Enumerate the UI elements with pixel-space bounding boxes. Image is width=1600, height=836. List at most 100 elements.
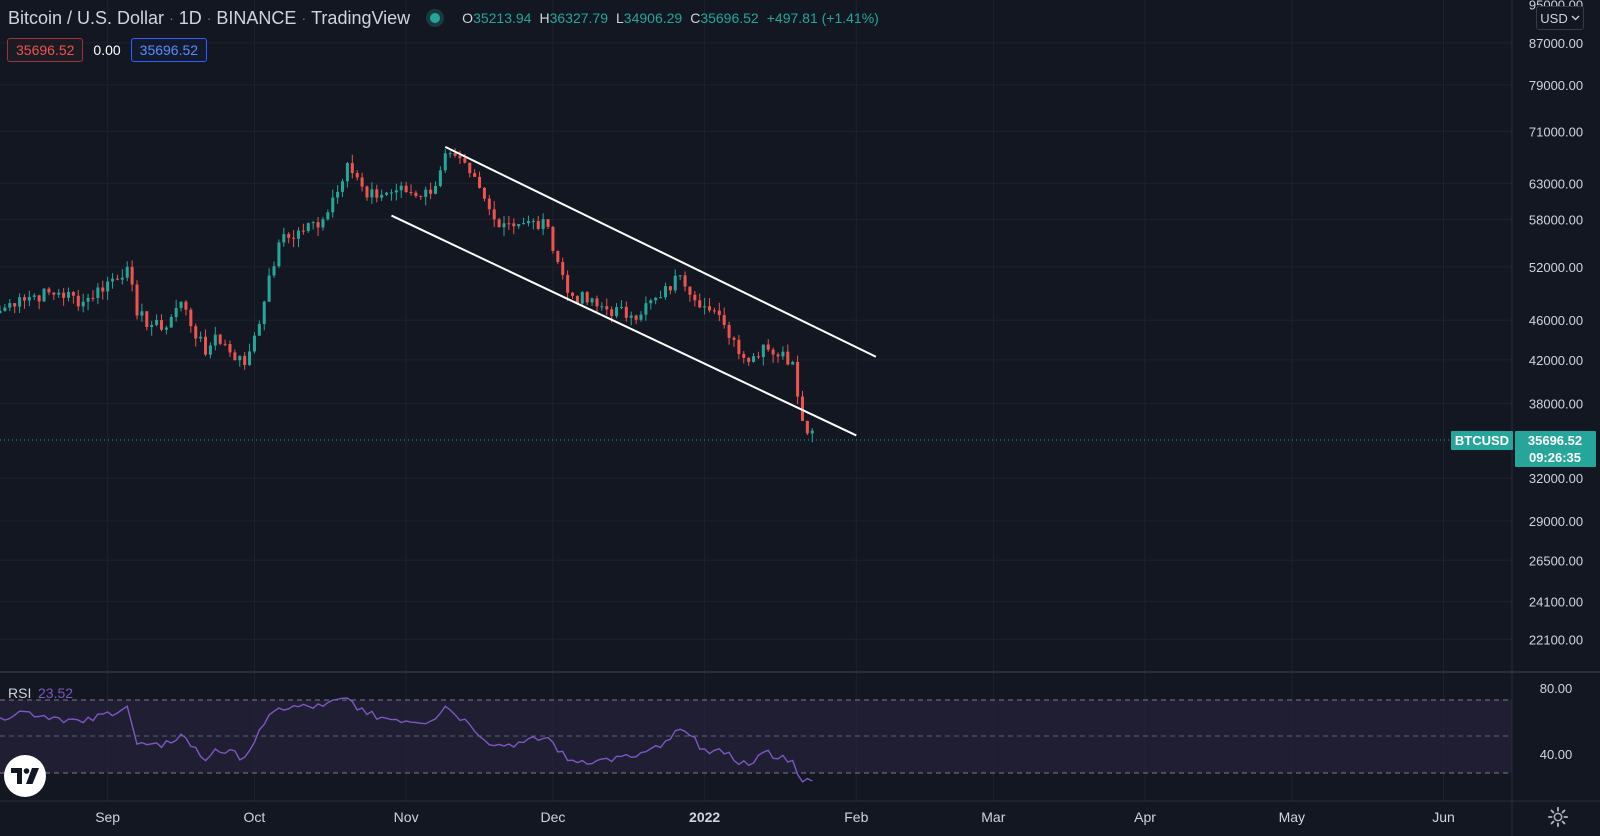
tradingview-logo-icon[interactable] (4, 755, 46, 797)
candle-body (605, 306, 609, 310)
candle-body (199, 336, 203, 339)
candle-body (805, 420, 809, 434)
candle-body (712, 310, 716, 312)
candle-body (0, 310, 2, 314)
candle-body (673, 275, 677, 291)
candle-body (8, 303, 12, 308)
price-axis-label: 63000.00 (1529, 176, 1583, 191)
candle-body (693, 294, 697, 301)
candle-body (135, 284, 139, 316)
rsi-axis-label: 80.00 (1540, 681, 1573, 696)
candle-body (257, 323, 261, 336)
price-axis[interactable]: 95000.0087000.0079000.0071000.0063000.00… (1529, 0, 1583, 647)
candle-body (688, 286, 692, 295)
candle-body (639, 314, 643, 320)
candle-body (566, 274, 570, 293)
candle-body (66, 292, 71, 298)
candle-body (27, 296, 31, 301)
rsi-axis: 80.00 40.00 (1540, 681, 1573, 762)
time-axis-label: 2022 (689, 809, 720, 825)
candle-body (463, 158, 467, 163)
symbol-name[interactable]: Bitcoin / U.S. Dollar (8, 7, 165, 28)
candle-body (18, 297, 22, 307)
candle-body (663, 286, 667, 298)
symbol-legend[interactable]: Bitcoin / U.S. Dollar · 1D · BINANCE · T… (8, 6, 879, 30)
candle-body (482, 187, 486, 199)
candle-body (698, 300, 702, 308)
gear-icon[interactable] (1547, 806, 1569, 828)
candle-body (561, 261, 565, 275)
candle-body (570, 292, 575, 296)
candle-body (429, 189, 433, 194)
candle-body (517, 224, 521, 227)
candle-body (169, 316, 173, 328)
time-axis-label: Nov (394, 809, 419, 825)
candle-body (252, 335, 256, 352)
candle-body (96, 287, 100, 299)
currency-label: USD (1540, 10, 1568, 26)
candle-body (277, 242, 281, 267)
candle-body (287, 234, 291, 238)
candle-body (326, 212, 330, 220)
interval[interactable]: 1D (178, 7, 202, 28)
candle-body (610, 309, 614, 316)
candle-body (106, 281, 110, 292)
currency-selector[interactable]: USD (1536, 6, 1584, 30)
candle-body (752, 356, 756, 362)
candle-body (644, 303, 648, 315)
time-axis[interactable]: Sep Oct Nov Dec 2022 Feb Mar Apr May Jun (95, 809, 1455, 825)
ohlc-high: H36327.79 (539, 10, 608, 26)
candle-body (262, 301, 266, 324)
candle-body (301, 230, 305, 232)
candle-body (585, 292, 589, 303)
candle-body (86, 297, 90, 302)
candle-body (71, 292, 75, 296)
time-axis-label: May (1279, 809, 1305, 825)
descending-channel[interactable] (391, 146, 877, 437)
candle-body (683, 275, 687, 287)
rsi-line (0, 697, 813, 783)
candle-body (522, 223, 526, 225)
candle-body (370, 189, 374, 198)
legend-separator: · (301, 10, 307, 26)
candle-body (624, 306, 628, 318)
buy-button[interactable]: 35696.52 (130, 38, 208, 62)
candle-body (742, 354, 746, 358)
candle-body (3, 307, 7, 311)
candle-body (756, 356, 760, 358)
candle-body (179, 301, 183, 308)
candle-body (551, 226, 555, 251)
legend-separator: · (169, 10, 174, 26)
time-axis-label: Jun (1432, 809, 1455, 825)
candle-body (800, 396, 805, 421)
ticker-tag: BTCUSD (1451, 431, 1513, 450)
candle-body (458, 155, 462, 159)
price-axis-label: 42000.00 (1529, 353, 1583, 368)
ticker-tag-text: BTCUSD (1455, 433, 1509, 448)
sell-button[interactable]: 35696.52 (7, 38, 84, 62)
candle-body (130, 266, 134, 285)
candle-body (634, 315, 638, 320)
candle-body (796, 361, 800, 397)
grid (0, 0, 1512, 801)
candle-body (76, 295, 80, 307)
candle-body (184, 301, 188, 310)
candle-body (243, 355, 247, 366)
candle-body (492, 209, 496, 220)
channel-trendline (444, 146, 877, 358)
candle-body (32, 295, 36, 297)
candle-body (761, 344, 765, 358)
candle-body (42, 288, 46, 302)
rsi-label[interactable]: RSI (8, 685, 31, 701)
candle-body (140, 311, 144, 316)
rsi-value: 23.52 (38, 685, 73, 701)
price-axis-label: 29000.00 (1529, 514, 1583, 529)
candle-body (629, 315, 633, 318)
candle-body (575, 295, 579, 304)
candle-body (360, 177, 364, 187)
candle-body (791, 361, 795, 365)
spread-value: 0.00 (93, 42, 121, 58)
candle-body (438, 170, 442, 186)
candle-body (433, 185, 438, 194)
